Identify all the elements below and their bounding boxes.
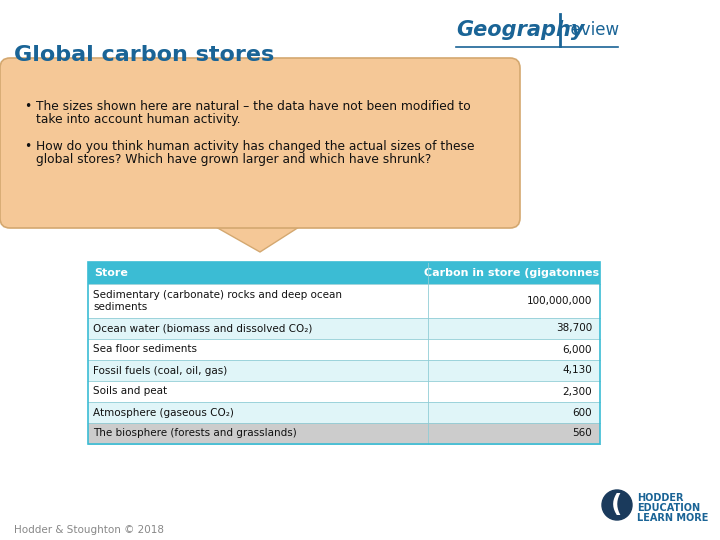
- Text: The biosphere (forests and grasslands): The biosphere (forests and grasslands): [93, 429, 297, 438]
- Text: 4,130: 4,130: [562, 366, 592, 375]
- Text: •: •: [24, 100, 31, 113]
- Bar: [88, 339, 600, 360]
- Circle shape: [602, 490, 632, 520]
- Text: How do you think human activity has changed the actual sizes of these: How do you think human activity has chan…: [36, 140, 474, 153]
- Bar: [88, 423, 600, 444]
- Polygon shape: [200, 218, 310, 252]
- Text: •: •: [24, 140, 31, 153]
- Bar: [88, 381, 600, 402]
- Text: Ocean water (biomass and dissolved CO₂): Ocean water (biomass and dissolved CO₂): [93, 323, 312, 334]
- Text: 6,000: 6,000: [562, 345, 592, 354]
- Text: LEARN MORE: LEARN MORE: [637, 513, 708, 523]
- Text: (: (: [611, 493, 623, 517]
- Text: Hodder & Stoughton © 2018: Hodder & Stoughton © 2018: [14, 525, 164, 535]
- Bar: [88, 262, 600, 444]
- Text: The sizes shown here are natural – the data have not been modified to: The sizes shown here are natural – the d…: [36, 100, 471, 113]
- Text: Carbon in store (gigatonnes): Carbon in store (gigatonnes): [424, 268, 604, 278]
- Text: sediments: sediments: [93, 302, 148, 312]
- Text: HODDER: HODDER: [637, 493, 683, 503]
- Text: Fossil fuels (coal, oil, gas): Fossil fuels (coal, oil, gas): [93, 366, 228, 375]
- Bar: [88, 360, 600, 381]
- Bar: [88, 284, 600, 318]
- Text: Sea floor sediments: Sea floor sediments: [93, 345, 197, 354]
- Text: EDUCATION: EDUCATION: [637, 503, 700, 513]
- Text: Atmosphere (gaseous CO₂): Atmosphere (gaseous CO₂): [93, 408, 234, 417]
- Bar: [88, 402, 600, 423]
- Text: 38,700: 38,700: [556, 323, 592, 334]
- Bar: [88, 318, 600, 339]
- Text: Global carbon stores: Global carbon stores: [14, 45, 274, 65]
- Text: Soils and peat: Soils and peat: [93, 387, 167, 396]
- Text: Store: Store: [94, 268, 128, 278]
- FancyBboxPatch shape: [0, 58, 520, 228]
- Text: 560: 560: [572, 429, 592, 438]
- Bar: [88, 262, 600, 284]
- Text: Geography: Geography: [456, 20, 585, 40]
- Text: take into account human activity.: take into account human activity.: [36, 113, 240, 126]
- Text: 2,300: 2,300: [562, 387, 592, 396]
- Text: Sedimentary (carbonate) rocks and deep ocean: Sedimentary (carbonate) rocks and deep o…: [93, 290, 342, 300]
- Text: 600: 600: [572, 408, 592, 417]
- Text: 100,000,000: 100,000,000: [526, 296, 592, 306]
- Text: review: review: [564, 21, 619, 39]
- Text: global stores? Which have grown larger and which have shrunk?: global stores? Which have grown larger a…: [36, 153, 431, 166]
